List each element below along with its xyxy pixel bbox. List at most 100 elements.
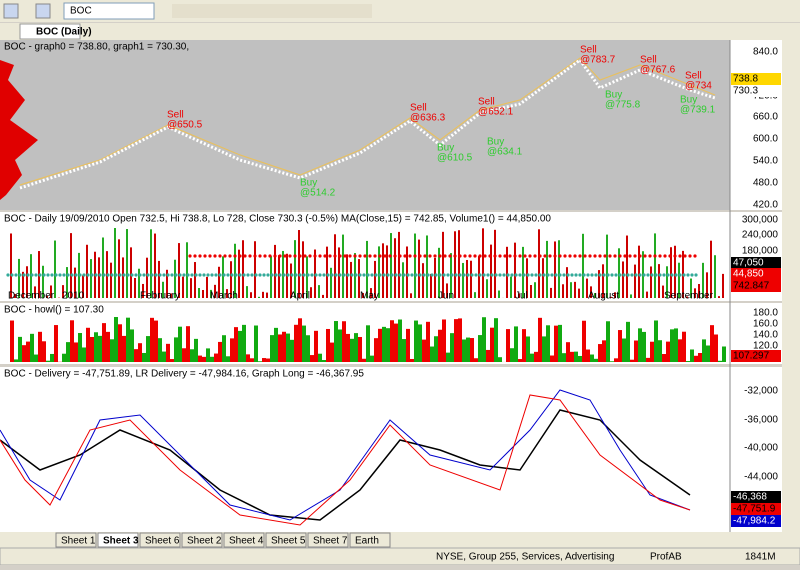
dot bbox=[522, 273, 525, 276]
bar bbox=[610, 361, 614, 362]
dot bbox=[493, 254, 496, 257]
bar bbox=[138, 343, 142, 362]
dot bbox=[54, 273, 57, 276]
bar bbox=[182, 348, 186, 362]
dot bbox=[106, 273, 109, 276]
dot bbox=[26, 273, 29, 276]
dot bbox=[170, 273, 173, 276]
pane-header: BOC - Delivery = -47,751.89, LR Delivery… bbox=[4, 369, 364, 380]
dot bbox=[328, 254, 331, 257]
dot bbox=[574, 273, 577, 276]
month-label: April bbox=[290, 291, 310, 302]
bar bbox=[230, 338, 234, 362]
bar bbox=[118, 324, 122, 362]
icon[interactable] bbox=[4, 4, 18, 18]
bar bbox=[186, 242, 188, 298]
value-box-label: 44,850 bbox=[733, 269, 764, 280]
bar bbox=[642, 332, 646, 362]
dot bbox=[193, 254, 196, 257]
bar bbox=[674, 328, 678, 362]
dot bbox=[10, 273, 13, 276]
signal-price: @636.3 bbox=[410, 113, 446, 124]
icon[interactable] bbox=[36, 4, 50, 18]
bar bbox=[662, 354, 666, 362]
bar bbox=[198, 356, 202, 362]
bar bbox=[298, 230, 300, 298]
dot bbox=[593, 254, 596, 257]
dot bbox=[162, 273, 165, 276]
dot bbox=[82, 273, 85, 276]
dot bbox=[498, 273, 501, 276]
dot bbox=[342, 273, 345, 276]
dot bbox=[458, 273, 461, 276]
dot bbox=[288, 254, 291, 257]
dot bbox=[622, 273, 625, 276]
bar bbox=[558, 240, 560, 298]
dot bbox=[414, 273, 417, 276]
dot bbox=[446, 273, 449, 276]
bar bbox=[258, 361, 262, 362]
bar bbox=[418, 240, 420, 298]
bar bbox=[66, 342, 70, 362]
dot bbox=[182, 273, 185, 276]
dot bbox=[138, 273, 141, 276]
month-label: March bbox=[210, 291, 238, 302]
dot bbox=[423, 254, 426, 257]
bar bbox=[718, 361, 722, 362]
dot bbox=[526, 273, 529, 276]
bar bbox=[382, 327, 386, 362]
bar bbox=[262, 292, 264, 298]
tool-icons[interactable] bbox=[172, 4, 372, 18]
bar bbox=[478, 335, 482, 362]
dot bbox=[586, 273, 589, 276]
dot bbox=[406, 273, 409, 276]
dot bbox=[693, 254, 696, 257]
dot bbox=[354, 273, 357, 276]
bar bbox=[326, 247, 328, 298]
bar bbox=[234, 327, 238, 362]
dot bbox=[418, 254, 421, 257]
dot bbox=[290, 273, 293, 276]
bar bbox=[226, 356, 230, 362]
price-pane bbox=[0, 40, 730, 210]
bar bbox=[714, 255, 716, 298]
bar bbox=[474, 358, 478, 362]
bar bbox=[638, 328, 642, 362]
dot bbox=[126, 273, 129, 276]
bar bbox=[410, 359, 414, 362]
bar bbox=[694, 356, 698, 362]
bar bbox=[550, 288, 552, 298]
bar bbox=[266, 359, 270, 362]
dot bbox=[298, 273, 301, 276]
signal-price: @783.7 bbox=[580, 55, 616, 66]
axis-label: 140.0 bbox=[753, 330, 778, 341]
dot bbox=[498, 254, 501, 257]
bar bbox=[450, 333, 454, 362]
axis-label: 540.0 bbox=[753, 156, 778, 167]
dot bbox=[468, 254, 471, 257]
dot bbox=[6, 273, 9, 276]
dot bbox=[383, 254, 386, 257]
bar bbox=[150, 229, 152, 298]
dot bbox=[542, 273, 545, 276]
bar bbox=[258, 297, 260, 298]
dot bbox=[323, 254, 326, 257]
bar bbox=[358, 337, 362, 362]
bar bbox=[426, 322, 430, 362]
value-box-label: 107.297 bbox=[733, 351, 770, 362]
axis-label: 420.0 bbox=[753, 200, 778, 211]
bar bbox=[374, 338, 378, 362]
dot bbox=[358, 273, 361, 276]
sheet-tab-label: Sheet 6 bbox=[145, 536, 180, 547]
dot bbox=[210, 273, 213, 276]
dot bbox=[470, 273, 473, 276]
bar bbox=[350, 339, 354, 362]
bar bbox=[566, 267, 568, 298]
dot bbox=[242, 273, 245, 276]
dot bbox=[454, 273, 457, 276]
bar bbox=[106, 332, 110, 362]
bar bbox=[190, 349, 194, 362]
symbol: BOC bbox=[70, 6, 92, 17]
dot bbox=[348, 254, 351, 257]
bar bbox=[634, 341, 638, 362]
